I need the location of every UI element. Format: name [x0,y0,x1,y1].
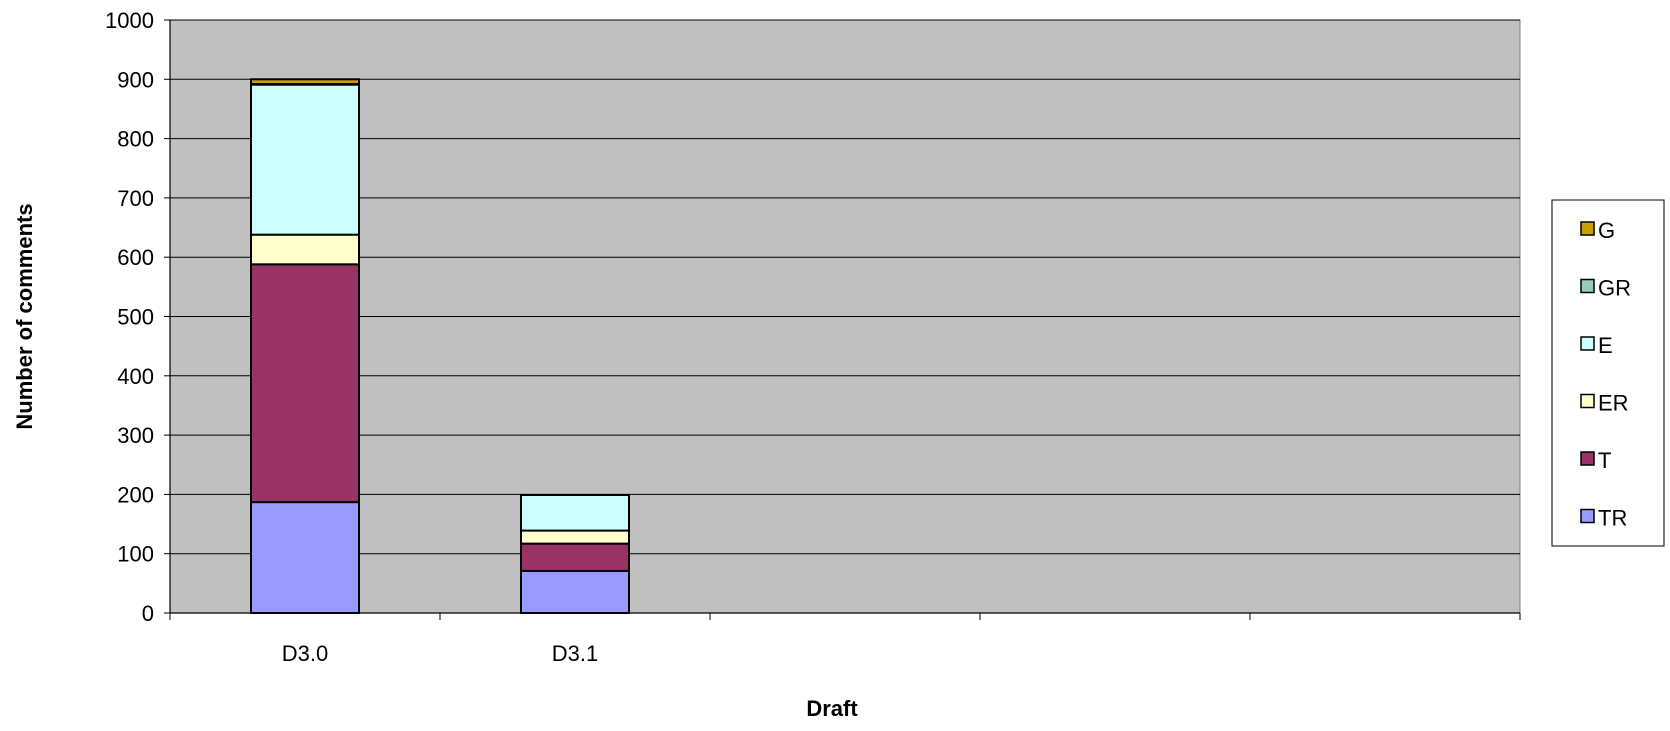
bar-segment-t [520,542,630,572]
legend-swatch-er [1580,393,1595,409]
axes [164,19,1521,620]
legend-swatch-e [1580,336,1595,351]
y-tick-label: 300 [117,423,154,448]
y-tick-label: 900 [117,67,154,92]
legend-swatch-gr [1580,278,1595,294]
y-tick-label: 200 [117,482,154,507]
y-tick-label: 500 [117,305,154,330]
legend-swatch-g [1580,221,1595,236]
legend-box [1551,199,1665,547]
y-tick-label: 400 [117,364,154,389]
bar-segment-er [250,233,360,266]
y-axis-title: Number of comments [12,203,37,429]
bar-segment-tr [250,501,360,615]
legend-label-gr: GR [1598,276,1631,301]
legend-label-g: G [1598,218,1615,243]
y-tick-label: 800 [117,127,154,152]
bar-segment-t [250,263,360,504]
legend-label-t: T [1598,448,1611,473]
y-tick-labels: 0 100 200 300 400 500 600 700 800 900 1000 [105,8,154,626]
bar-segment-er [520,529,630,545]
y-tick-label: 0 [142,601,154,626]
grid-lines [170,19,1520,555]
bar-segment-e [250,83,360,236]
y-tick-label: 1000 [105,8,154,33]
legend-label-tr: TR [1598,506,1627,531]
legend-swatch-t [1580,451,1595,466]
legend-label-er: ER [1598,391,1629,416]
y-tick-label: 100 [117,542,154,567]
legend: G GR E ER T TR [1551,199,1665,547]
bars [250,78,630,615]
x-tick-label: D3.0 [282,641,328,666]
bar-segment-g [250,78,360,86]
legend-label-e: E [1598,333,1613,358]
x-axis-title: Draft [806,696,858,721]
y-tick-label: 700 [117,186,154,211]
legend-swatch-tr [1580,508,1595,524]
bar-segment-tr [520,569,630,614]
bar-segment-e [520,493,630,532]
y-tick-label: 600 [117,245,154,270]
x-tick-labels: D3.0 D3.1 [282,641,598,666]
x-tick-label: D3.1 [552,641,598,666]
